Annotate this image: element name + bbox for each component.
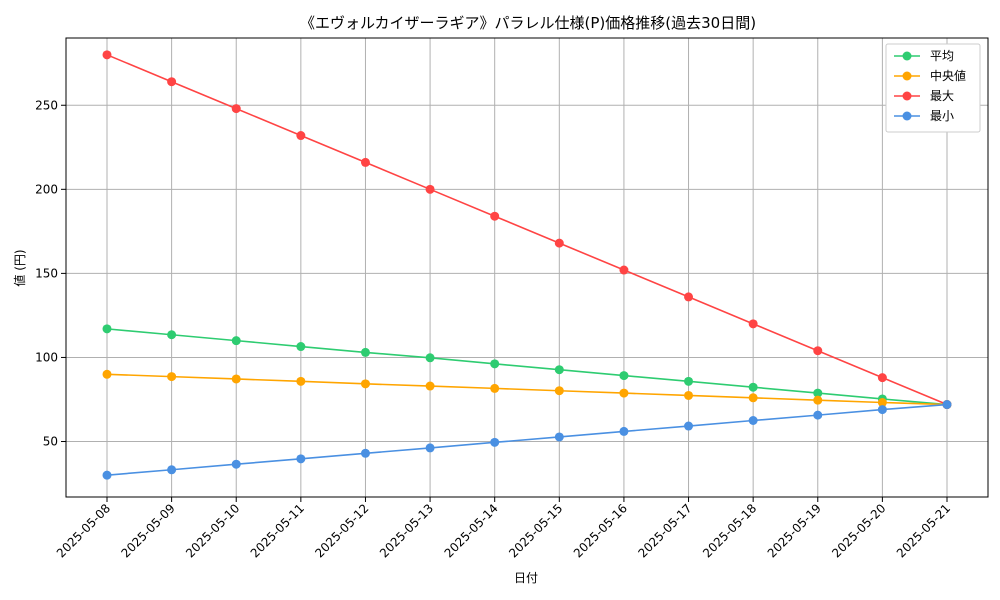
- series-line-3: [106, 54, 948, 406]
- legend-marker: [902, 111, 912, 121]
- x-tick-label: 2025-05-08: [54, 501, 113, 560]
- y-tick-label: 50: [43, 435, 58, 449]
- data-point: [360, 347, 370, 357]
- x-tick-label: 2025-05-12: [312, 501, 371, 560]
- data-point: [102, 50, 112, 60]
- data-point: [231, 374, 241, 384]
- y-axis: 50 100 150 200 250: [35, 98, 66, 449]
- data-point: [748, 382, 758, 392]
- data-point: [167, 465, 177, 475]
- y-tick-label: 250: [35, 98, 58, 112]
- data-point: [296, 376, 306, 386]
- data-point: [231, 104, 241, 114]
- legend-marker: [902, 91, 912, 101]
- plot-frame: [65, 37, 989, 498]
- x-tick-label: 2025-05-18: [700, 501, 759, 560]
- data-point: [231, 336, 241, 346]
- y-tick-label: 150: [35, 266, 58, 280]
- x-tick-label: 2025-05-16: [571, 501, 630, 560]
- legend-label: 中央値: [930, 68, 966, 83]
- data-point: [167, 330, 177, 340]
- data-point: [619, 426, 629, 436]
- data-point: [167, 77, 177, 87]
- data-point: [296, 342, 306, 352]
- legend-box: [885, 43, 981, 133]
- data-point: [296, 454, 306, 464]
- series-line-1: [106, 328, 948, 406]
- data-point: [877, 398, 887, 408]
- data-point: [490, 359, 500, 369]
- x-tick-label: 2025-05-11: [248, 501, 307, 560]
- x-axis: 2025-05-08 2025-05-09 2025-05-10 2025-05-11…: [54, 497, 953, 560]
- y-tick-label: 100: [35, 350, 58, 364]
- legend-label: 最小: [930, 109, 954, 123]
- data-point: [554, 432, 564, 442]
- data-point: [619, 388, 629, 398]
- data-point: [360, 157, 370, 167]
- data-point: [490, 383, 500, 393]
- data-point: [813, 388, 823, 398]
- data-point: [684, 390, 694, 400]
- grid-lines: [66, 38, 988, 497]
- series-line-4: [106, 403, 948, 476]
- x-tick-label: 2025-05-19: [765, 501, 824, 560]
- data-point: [942, 400, 952, 410]
- data-point: [684, 421, 694, 431]
- data-point: [554, 238, 564, 248]
- data-point: [554, 386, 564, 396]
- y-tick-label: 200: [35, 182, 58, 196]
- data-point: [490, 211, 500, 221]
- chart-title: 《エヴォルカイザーラギア》パラレル仕様(P)価格推移(過去30日間): [300, 14, 756, 32]
- data-point: [813, 346, 823, 356]
- x-tick-label: 2025-05-15: [506, 501, 565, 560]
- legend-label: 最大: [930, 89, 954, 103]
- data-point: [360, 379, 370, 389]
- data-point: [748, 393, 758, 403]
- x-tick-label: 2025-05-13: [377, 501, 436, 560]
- legend-label: 平均: [930, 49, 954, 63]
- data-point: [231, 459, 241, 469]
- data-point: [877, 405, 887, 415]
- data-point: [360, 448, 370, 458]
- data-point: [425, 353, 435, 363]
- data-point: [748, 416, 758, 425]
- x-tick-label: 2025-05-17: [635, 501, 694, 560]
- legend-marker: [902, 51, 912, 61]
- data-point: [425, 381, 435, 391]
- data-point: [813, 395, 823, 405]
- series-layer: [102, 50, 952, 480]
- data-point: [425, 443, 435, 453]
- x-tick-label: 2025-05-10: [183, 501, 242, 560]
- data-point: [684, 376, 694, 386]
- x-tick-label: 2025-05-20: [829, 501, 888, 560]
- data-point: [296, 131, 306, 141]
- data-point: [748, 319, 758, 329]
- data-point: [167, 372, 177, 382]
- data-point: [102, 369, 112, 379]
- x-tick-label: 2025-05-14: [442, 501, 501, 560]
- data-point: [877, 373, 887, 383]
- data-point: [102, 324, 112, 334]
- data-point: [619, 371, 629, 381]
- x-tick-label: 2025-05-09: [119, 501, 178, 560]
- data-point: [425, 184, 435, 194]
- legend-marker: [902, 71, 912, 81]
- data-point: [619, 265, 629, 275]
- x-tick-label: 2025-05-21: [894, 501, 953, 560]
- series-line-2: [106, 373, 948, 406]
- data-point: [813, 410, 823, 420]
- x-axis-label: 日付: [514, 571, 538, 585]
- data-point: [490, 437, 500, 447]
- data-point: [554, 365, 564, 375]
- data-point: [684, 292, 694, 302]
- data-point: [102, 470, 112, 480]
- y-axis-label: 値 (円): [12, 249, 27, 286]
